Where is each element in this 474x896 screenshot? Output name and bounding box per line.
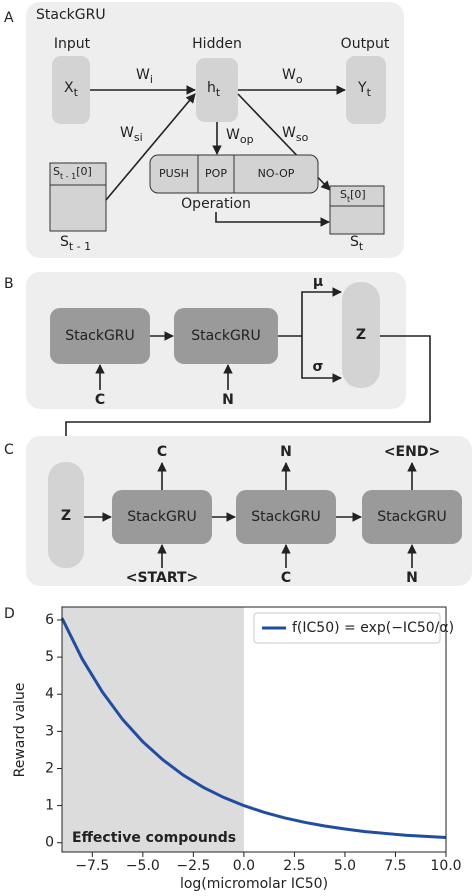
node-label: ht <box>207 80 221 99</box>
label: Hidden <box>192 36 242 52</box>
panel-label: D <box>4 606 15 622</box>
output-label: C <box>157 444 167 460</box>
label: Output <box>341 36 390 52</box>
y-tick-label: 1 <box>45 798 54 814</box>
weight: Wsi <box>120 125 143 144</box>
panel-b: StackGRU StackGRU C N Z μ σ <box>26 272 431 462</box>
cell-label: StackGRU <box>251 509 321 525</box>
stack-label: St <box>350 234 364 253</box>
x-tick-label: 7.5 <box>384 858 406 874</box>
input-label: C <box>281 570 291 586</box>
y-tick-label: 0 <box>45 835 54 851</box>
y-tick-label: 3 <box>45 723 54 739</box>
cell-label: StackGRU <box>127 509 197 525</box>
annotation: Effective compounds <box>72 830 236 846</box>
sigma-label: σ <box>313 359 324 375</box>
cell-label: StackGRU <box>191 328 261 344</box>
input-label: N <box>406 570 418 586</box>
output-label: N <box>280 444 292 460</box>
panel-label: A <box>4 10 14 26</box>
weight: Wop <box>226 127 254 146</box>
panel-label: B <box>4 276 14 292</box>
panel-label: C <box>4 442 14 458</box>
operation: NO-OP <box>258 167 295 180</box>
operation: PUSH <box>159 167 189 180</box>
y-axis-label: Reward value <box>12 683 28 778</box>
z-label: Z <box>356 327 366 343</box>
panel-a: StackGRU Input Hidden Output Xt ht Yt Wi… <box>26 2 404 258</box>
plot-frame <box>61 606 447 853</box>
panel-d: Effective compounds −7.5 −5.0 −2.5 0.0 2.5 5.0… <box>45 606 462 874</box>
shaded-region <box>62 607 244 852</box>
x-axis-label: log(micromolar IC50) <box>180 876 328 892</box>
input-label: C <box>95 392 105 408</box>
y-tick-label: 2 <box>45 760 54 776</box>
y-tick-label: 6 <box>45 612 54 628</box>
node-label: Yt <box>357 80 372 99</box>
panel-title: StackGRU <box>36 7 106 23</box>
operation: POP <box>205 167 227 180</box>
x-tick-label: 5.0 <box>334 858 356 874</box>
legend-box <box>253 612 441 644</box>
x-tick-label: −2.5 <box>176 858 210 874</box>
mu-label: μ <box>313 274 323 290</box>
cell-label: StackGRU <box>377 509 447 525</box>
x-tick-label: 0.0 <box>233 858 255 874</box>
label: Input <box>54 36 91 52</box>
node-label: Xt <box>64 80 79 99</box>
panel-c: Z StackGRU StackGRU StackGRU C N <END> <… <box>26 436 472 586</box>
output-label: <END> <box>384 444 440 460</box>
cell-label: StackGRU <box>65 328 135 344</box>
z-label: Z <box>61 508 71 524</box>
x-tick-label: −7.5 <box>75 858 109 874</box>
legend-label: f(IC50) = exp(−IC50/α) <box>292 620 454 636</box>
weight: Wo <box>282 67 303 86</box>
input-label: N <box>222 392 234 408</box>
label: Operation <box>181 196 251 212</box>
weight: Wi <box>136 67 153 86</box>
x-tick-label: 2.5 <box>283 858 305 874</box>
x-tick-label: 10.0 <box>430 858 461 874</box>
line-series <box>60 617 447 840</box>
stack-label: St - 1 <box>60 234 91 253</box>
y-tick-label: 5 <box>45 649 54 665</box>
weight: Wso <box>282 125 309 144</box>
stack-top: St[0] <box>340 188 366 204</box>
y-tick-label: 4 <box>45 686 54 702</box>
stack-top: St - 1[0] <box>53 165 92 181</box>
input-label: <START> <box>126 570 199 586</box>
x-tick-label: −5.0 <box>126 858 160 874</box>
